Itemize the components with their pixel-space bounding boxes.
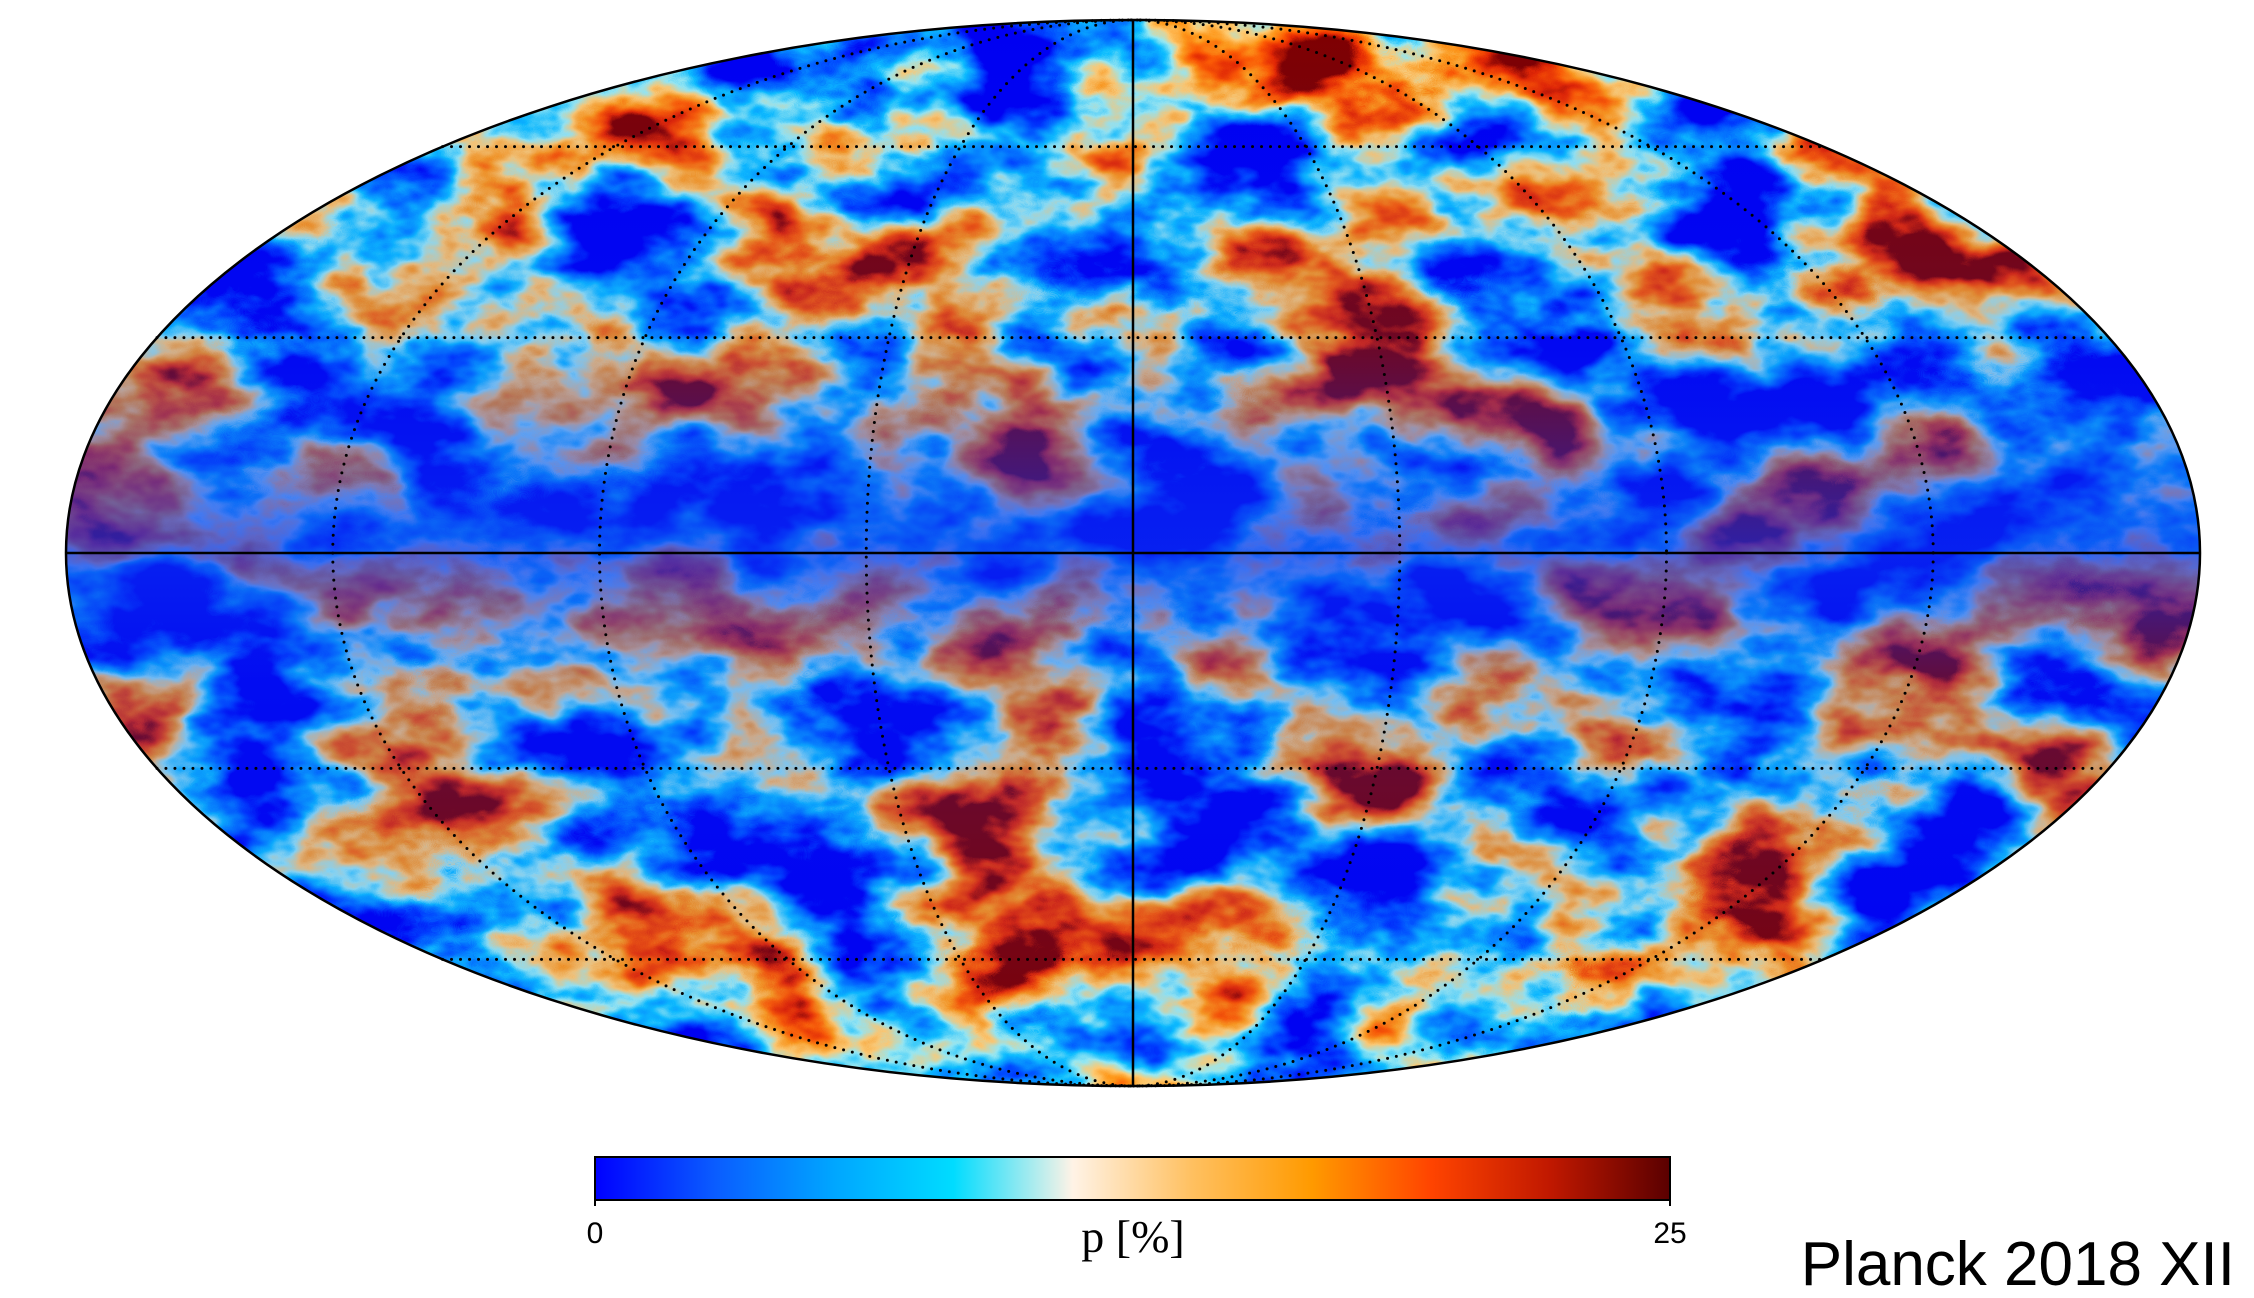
page: p [%] Planck 2018 XII 025 (() => { const… [0,0,2254,1298]
colorbar [595,1157,1670,1200]
colorbar-tick-label: 25 [1653,1217,1686,1250]
figure: p [%] Planck 2018 XII 0 25 [0,0,2254,1298]
colorbar-label: p [%] [1081,1211,1184,1262]
caption: Planck 2018 XII [1801,1230,2235,1298]
colorbar-tick-label: 0 [587,1217,604,1250]
